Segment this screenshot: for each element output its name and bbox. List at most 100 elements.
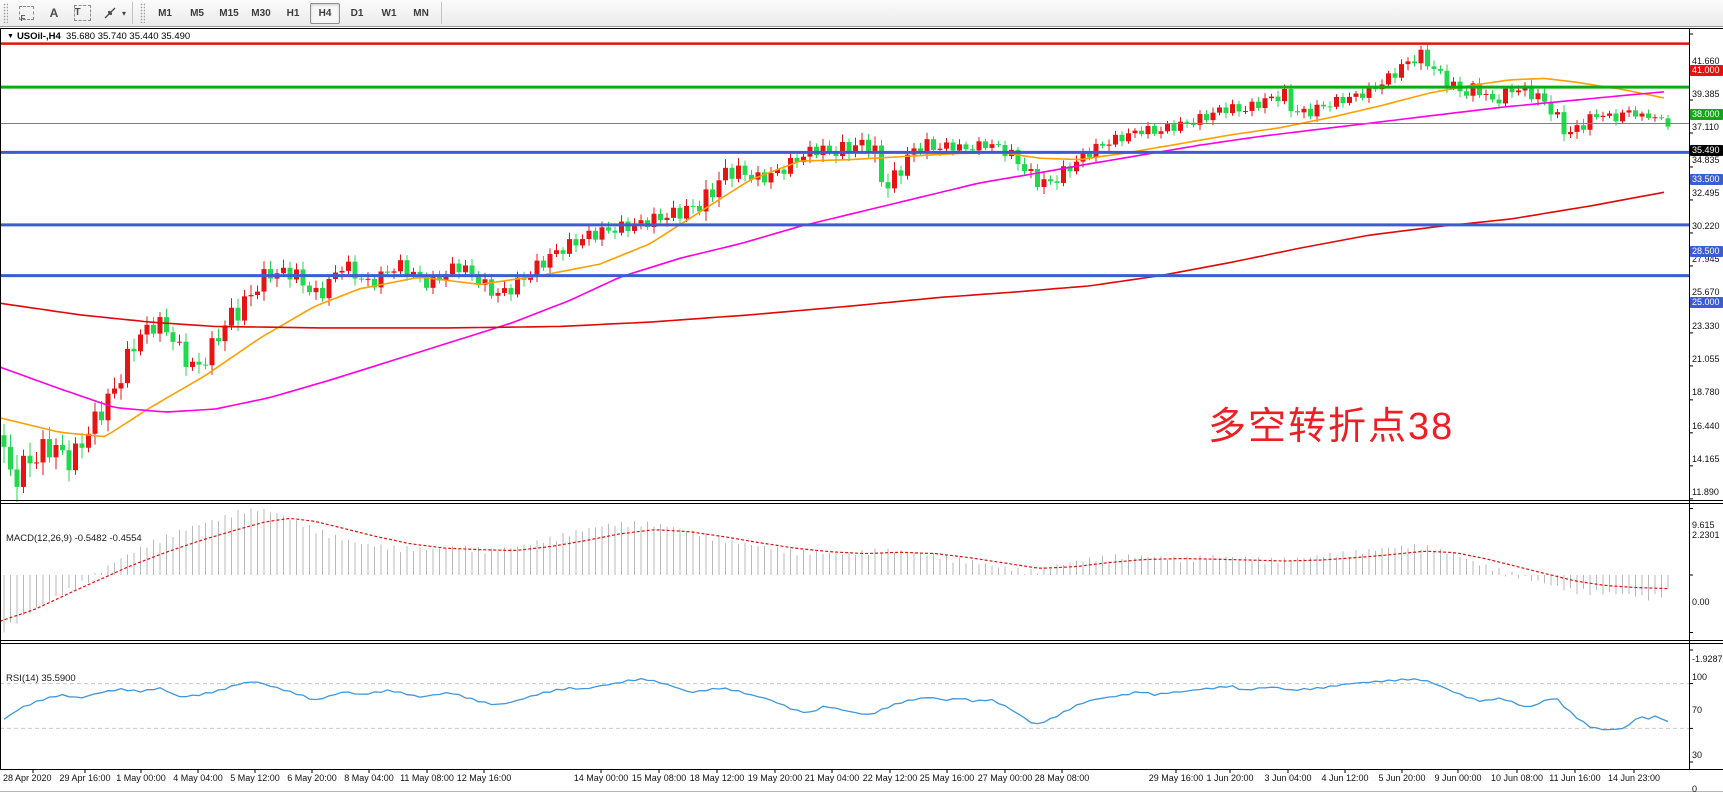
dotted-frame-shape: F: [18, 6, 34, 23]
arrows-glyph: [104, 7, 116, 19]
text-label-icon[interactable]: A: [49, 6, 59, 20]
ma-fast-orange: [0, 77, 1665, 438]
timeframe-button-m1[interactable]: M1: [158, 7, 172, 19]
price-axis-label: 0.00: [1692, 596, 1710, 607]
pane-borders: [0, 28, 1723, 792]
time-axis-label: 29 Apr 16:00: [59, 773, 111, 783]
macd-signal-line: [0, 517, 1669, 622]
time-axis-label: 14 May 00:00: [573, 773, 629, 783]
price-axis-label: 9.615: [1692, 520, 1715, 531]
price-axis-marker: 35.490: [1690, 145, 1723, 156]
annotation-text[interactable]: 多空转折点38: [1208, 406, 1455, 448]
price-axis-label: 23.330: [1692, 321, 1720, 332]
macd-histogram: [3, 508, 1669, 633]
time-axis-label: 15 May 08:00: [631, 773, 687, 783]
toolbar: F A T ▾ M1 M5 M15 M30 H1 H4 D1 W1 MN: [0, 0, 1723, 27]
time-axis-label: 4 Jun 12:00: [1321, 773, 1369, 783]
symbol-dropdown-icon[interactable]: ▼: [7, 33, 14, 40]
price-axis-label: -1.9287: [1692, 654, 1723, 664]
price-axis-label: 37.110: [1692, 121, 1719, 132]
symbol-header: ▼ USOil-,H4 35.680 35.740 35.440 35.490: [7, 31, 190, 42]
time-axis-label: 29 May 16:00: [1148, 773, 1204, 783]
timeframe-button-m15[interactable]: M15: [219, 7, 239, 19]
time-axis-label: 10 Jun 08:00: [1490, 773, 1544, 783]
price-axis-marker: 25.000: [1690, 297, 1723, 309]
rsi-value: 35.5900: [41, 673, 76, 684]
price-axis-label: 27.945: [1692, 254, 1720, 265]
t-glyph: T: [73, 5, 91, 21]
rsi-pane[interactable]: [0, 677, 1689, 731]
f-glyph: F: [20, 14, 26, 23]
time-axis-label: 27 May 00:00: [977, 773, 1033, 783]
time-axis-label: 4 May 04:00: [173, 773, 223, 783]
toolbar-separator: [441, 2, 443, 24]
price-axis-marker: 33.500: [1690, 173, 1723, 185]
price-axis-label: 21.055: [1692, 354, 1720, 365]
candlestick-series: [1, 43, 1671, 502]
timeframe-button-mn[interactable]: MN: [413, 7, 429, 19]
price-axis-label: 25.670: [1692, 287, 1720, 298]
price-axis-label: 30: [1692, 749, 1703, 760]
price-axis-label: 32.495: [1692, 188, 1720, 199]
text-box-icon[interactable]: T: [70, 2, 94, 24]
price-axis-label: 16.440: [1692, 421, 1720, 432]
symbol-ohlc-values: 35.680 35.740 35.440 35.490: [66, 31, 191, 42]
toolbar-separator: [132, 2, 134, 24]
price-axis-label: 30.220: [1692, 221, 1720, 232]
timeframe-button-h4[interactable]: H4: [310, 2, 341, 24]
macd-values: -0.5482 -0.4554: [74, 533, 142, 544]
time-axis-label: 1 Jun 20:00: [1206, 773, 1254, 783]
macd-pane[interactable]: [0, 508, 1669, 633]
price-axis-label: 70: [1692, 705, 1703, 716]
chart-area[interactable]: ▼ USOil-,H4 35.680 35.740 35.440 35.490 M…: [0, 27, 1723, 794]
price-axis-label: 11.890: [1692, 487, 1719, 498]
time-axis-label: 25 May 16:00: [919, 773, 975, 783]
price-axis-label: 18.780: [1692, 387, 1720, 398]
symbol-name: USOil-,H4: [16, 31, 61, 42]
timeframe-button-h1[interactable]: H1: [286, 7, 300, 19]
chart-canvas[interactable]: [0, 27, 1723, 794]
time-axis-label: 28 Apr 2020: [3, 773, 52, 783]
rsi-indicator-label: RSI(14) 35.5900: [6, 673, 76, 684]
toolbar-drag-grip[interactable]: [140, 3, 146, 23]
price-axis-label: 39.385: [1692, 88, 1720, 99]
rsi-title: RSI(14): [6, 673, 39, 684]
ma-slow-red: [0, 191, 1665, 329]
macd-title: MACD(12,26,9): [6, 533, 72, 544]
price-axis-label: 2.2301: [1692, 529, 1720, 540]
timeframe-button-m5[interactable]: M5: [190, 7, 204, 19]
time-axis-label: 5 Jun 20:00: [1378, 773, 1426, 783]
price-axis-label: 0: [1692, 783, 1698, 794]
toolbar-drag-grip[interactable]: [3, 3, 8, 23]
time-axis-label: 3 Jun 04:00: [1264, 773, 1312, 783]
arrows-objects-icon[interactable]: [98, 2, 122, 24]
price-axis-label: 100: [1692, 671, 1708, 682]
dotted-frame-f-icon[interactable]: F: [14, 2, 38, 24]
time-axis-label: 11 May 08:00: [400, 773, 454, 783]
price-axis-marker: 41.000: [1690, 65, 1723, 77]
timeframe-button-w1[interactable]: W1: [381, 7, 397, 19]
macd-indicator-label: MACD(12,26,9) -0.5482 -0.4554: [6, 533, 142, 544]
time-axis-label: 6 May 20:00: [287, 773, 337, 783]
time-axis-label: 12 May 16:00: [456, 773, 512, 783]
price-axis-marker: 38.000: [1690, 108, 1723, 120]
timeframe-button-m30[interactable]: M30: [251, 7, 271, 19]
price-axis-marker: 28.500: [1690, 246, 1723, 258]
time-axis-label: 1 May 00:00: [116, 773, 166, 783]
time-axis-label: 9 Jun 00:00: [1434, 773, 1482, 783]
time-axis-label: 8 May 04:00: [344, 773, 394, 783]
time-axis-label: 18 May 12:00: [689, 773, 745, 783]
time-axis-label: 11 Jun 16:00: [1549, 773, 1601, 783]
time-axis-label: 19 May 20:00: [747, 773, 803, 783]
price-axis-label: 41.660: [1692, 55, 1720, 66]
time-axis-label: 14 Jun 23:00: [1607, 773, 1661, 783]
time-axis-label: 21 May 04:00: [804, 773, 860, 783]
time-axis-label: 22 May 12:00: [862, 773, 918, 783]
price-axis-label: 34.835: [1692, 154, 1720, 165]
dropdown-caret-icon[interactable]: ▾: [122, 8, 127, 18]
timeframe-button-d1[interactable]: D1: [350, 7, 364, 19]
time-axis-label: 28 May 08:00: [1034, 773, 1090, 783]
timeframe-button-group: M1 M5 M15 M30 H1 H4 D1 W1 MN: [149, 2, 437, 24]
main-price-pane[interactable]: [0, 42, 1689, 502]
